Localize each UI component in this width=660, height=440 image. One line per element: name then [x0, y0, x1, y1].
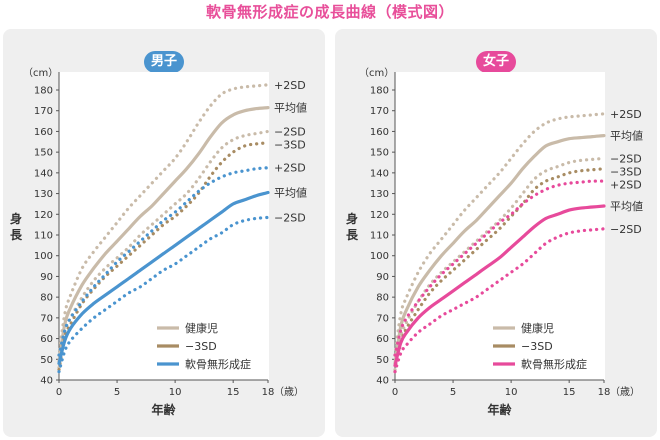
y-tick-label: 140	[370, 168, 389, 179]
legend-label: 軟骨無形成症	[521, 357, 587, 371]
y-tick-label: 70	[40, 313, 53, 324]
y-axis-title: 身	[346, 211, 358, 226]
girls-achondroplasia-series-line	[393, 179, 606, 357]
y-tick-label: 50	[40, 355, 53, 366]
series-end-label: 平均値	[610, 200, 643, 213]
boys-normal-series-line	[57, 83, 270, 357]
y-tick-label: 170	[34, 106, 53, 117]
y-tick-label: 60	[376, 334, 389, 345]
y-tick-label: 170	[370, 106, 389, 117]
series-end-label: −2SD	[610, 223, 642, 236]
boys-badge: 男子	[144, 51, 184, 73]
y-tick-label: 180	[34, 86, 53, 97]
y-axis-title: 身	[10, 211, 22, 226]
series-end-label: 平均値	[610, 130, 643, 143]
y-tick-label: 90	[40, 272, 53, 283]
y-tick-label: 40	[376, 376, 389, 387]
y-tick-label: 80	[376, 293, 389, 304]
y-tick-label: 140	[34, 168, 53, 179]
girls-normal-series-line	[393, 112, 606, 357]
series-end-label: +2SD	[274, 79, 306, 92]
plot-area	[395, 72, 605, 380]
y-tick-label: 60	[40, 334, 53, 345]
x-tick-label: 5	[450, 387, 456, 398]
girls-chart: 40 50 60 70 80 90 100 110 120 130 140 150 160 170 180 0…	[346, 67, 643, 417]
series-end-label: 平均値	[274, 187, 307, 200]
y-tick-label: 40	[40, 376, 53, 387]
plot-area	[59, 72, 269, 380]
page-title: 軟骨無形成症の成長曲線（模式図）	[205, 3, 454, 21]
series-end-label: −2SD	[274, 211, 306, 224]
boys-normal-series-line	[57, 106, 270, 363]
y-tick-label: 130	[34, 189, 53, 200]
legend-label: 健康児	[521, 321, 554, 335]
girls-badge: 女子	[476, 51, 516, 73]
series-end-label: +2SD	[610, 178, 642, 191]
legend-label: −3SD	[185, 340, 217, 353]
girls-achondroplasia-series-line	[393, 227, 606, 374]
y-unit-label: （cm）	[23, 67, 58, 79]
y-tick-label: 160	[370, 127, 389, 138]
series-end-label: −3SD	[610, 165, 642, 178]
series-end-label: +2SD	[274, 162, 306, 175]
legend-label: −3SD	[521, 340, 553, 353]
series-end-label: −3SD	[274, 138, 306, 151]
y-tick-label: 50	[376, 355, 389, 366]
y-tick-label: 120	[34, 210, 53, 221]
x-tick-label: 5	[114, 387, 120, 398]
series-end-label: 平均値	[274, 102, 307, 115]
x-unit-label: （歳）	[610, 386, 640, 398]
x-unit-label: （歳）	[274, 386, 304, 398]
y-tick-label: 110	[370, 231, 389, 242]
y-tick-label: 80	[40, 293, 53, 304]
y-tick-label: 150	[34, 148, 53, 159]
x-axis-title: 年齢	[151, 402, 176, 417]
girls-achondroplasia-series-line	[393, 204, 606, 368]
y-tick-label: 110	[34, 231, 53, 242]
x-tick-label: 18	[262, 387, 275, 398]
x-tick-label: 10	[169, 387, 182, 398]
y-tick-label: 150	[370, 148, 389, 159]
x-tick-label: 10	[505, 387, 518, 398]
boys-chart: 40 50 60 70 80 90 100 110 120 130 140 150 160 170 180 0…	[10, 67, 307, 417]
legend-label: 健康児	[185, 321, 218, 335]
x-tick-label: 0	[56, 387, 62, 398]
y-tick-label: 100	[370, 251, 389, 262]
y-tick-label: 160	[34, 127, 53, 138]
girls-normal-series-line	[393, 134, 606, 365]
boys-minus3sd-series-line	[57, 141, 270, 372]
x-tick-label: 18	[598, 387, 611, 398]
series-end-label: −2SD	[274, 125, 306, 138]
y-unit-label: （cm）	[359, 67, 394, 79]
x-tick-label: 15	[563, 387, 576, 398]
y-tick-label: 70	[376, 313, 389, 324]
boys-achondroplasia-series-line	[57, 166, 270, 357]
series-end-label: +2SD	[610, 108, 642, 121]
y-axis-title: 長	[346, 227, 359, 242]
boys-achondroplasia-series-line	[57, 215, 270, 374]
boys-normal-series-line	[57, 129, 270, 370]
x-tick-label: 15	[227, 387, 240, 398]
series-end-label: −2SD	[610, 152, 642, 165]
x-tick-label: 0	[392, 387, 398, 398]
y-tick-label: 180	[370, 86, 389, 97]
y-tick-label: 100	[34, 251, 53, 262]
y-axis-title: 長	[10, 227, 23, 242]
y-tick-label: 130	[370, 189, 389, 200]
x-axis-title: 年齢	[487, 402, 512, 417]
y-tick-label: 120	[370, 210, 389, 221]
y-tick-label: 90	[376, 272, 389, 283]
boys-achondroplasia-series-line	[57, 190, 270, 365]
legend-label: 軟骨無形成症	[185, 357, 251, 371]
